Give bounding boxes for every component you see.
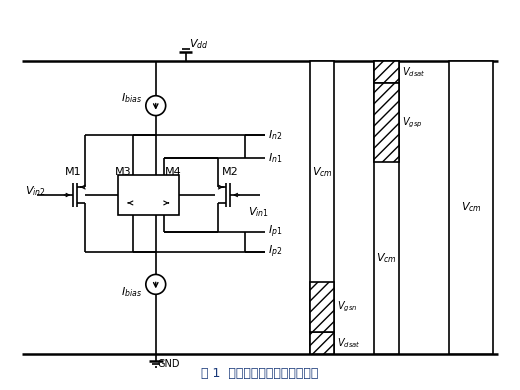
Text: GND: GND: [158, 359, 180, 369]
Text: $V_{cm}$: $V_{cm}$: [311, 165, 332, 179]
Text: $V_{dsat}$: $V_{dsat}$: [402, 65, 425, 79]
Text: M1: M1: [65, 167, 82, 177]
Text: $V_{dsat}$: $V_{dsat}$: [337, 336, 361, 350]
Text: $I_{n2}$: $I_{n2}$: [268, 129, 282, 142]
Bar: [309, 61, 334, 354]
Bar: [374, 61, 399, 354]
Text: M4: M4: [165, 167, 182, 177]
Text: $V_{gsn}$: $V_{gsn}$: [337, 300, 358, 314]
Text: $I_{bias}$: $I_{bias}$: [121, 91, 142, 105]
Bar: [309, 332, 334, 354]
Text: $V_{in1}$: $V_{in1}$: [248, 205, 269, 219]
Text: $V_{dd}$: $V_{dd}$: [189, 37, 208, 51]
Text: $I_{bias}$: $I_{bias}$: [121, 285, 142, 299]
Text: M3: M3: [115, 167, 131, 177]
Text: $I_{n1}$: $I_{n1}$: [268, 151, 282, 165]
Text: $I_{p1}$: $I_{p1}$: [268, 223, 282, 240]
Text: $V_{cm}$: $V_{cm}$: [376, 251, 397, 265]
Bar: [374, 83, 399, 162]
Bar: [118, 175, 178, 215]
Text: $V_{gsp}$: $V_{gsp}$: [402, 115, 423, 130]
Text: M2: M2: [222, 167, 239, 177]
Bar: [449, 61, 493, 354]
Text: $V_{in2}$: $V_{in2}$: [24, 184, 46, 198]
Bar: [374, 61, 399, 83]
Text: $V_{cm}$: $V_{cm}$: [461, 200, 482, 215]
Text: 图 1  轨对轨输入级共模输入范围: 图 1 轨对轨输入级共模输入范围: [201, 367, 319, 380]
Text: $I_{p2}$: $I_{p2}$: [268, 243, 282, 260]
Bar: [309, 282, 334, 332]
